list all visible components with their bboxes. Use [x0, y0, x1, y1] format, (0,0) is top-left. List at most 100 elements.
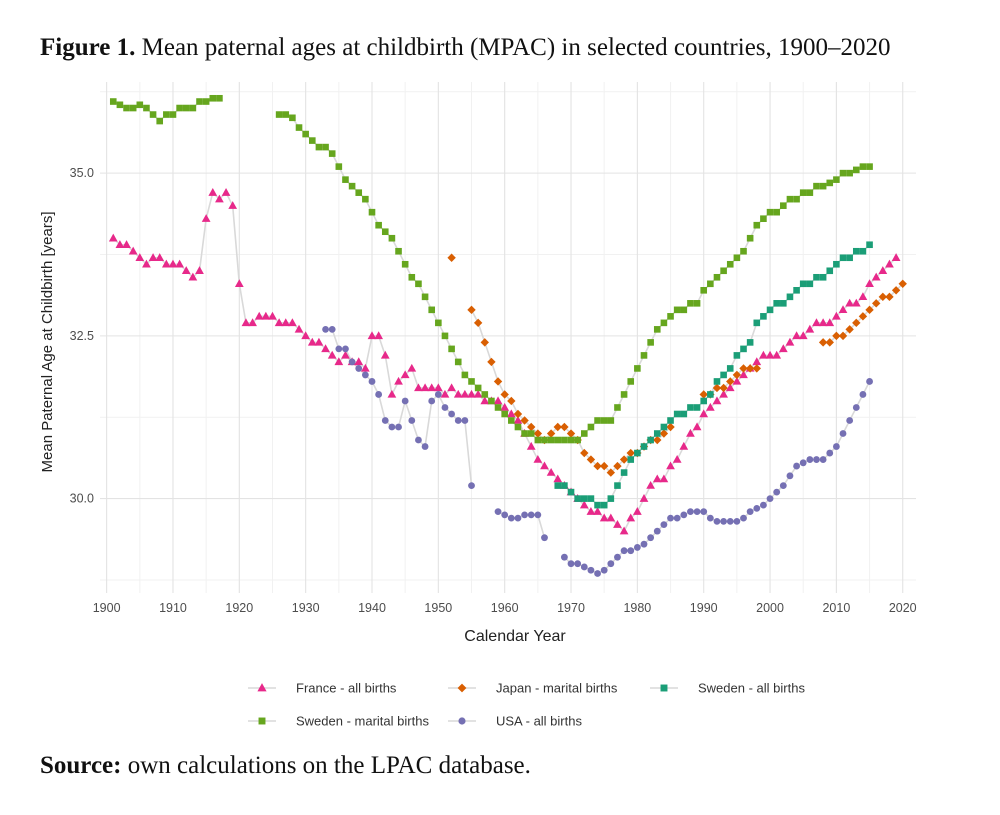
- data-point-sweden-all-births: [667, 417, 674, 424]
- data-point-sweden-all-births: [859, 247, 867, 255]
- data-point-france-all-births: [380, 350, 390, 359]
- data-point-france-all-births: [599, 513, 609, 522]
- data-point-usa-all-births: [448, 410, 456, 418]
- data-point-france-all-births: [672, 454, 682, 463]
- data-point-sweden-marital-births: [401, 260, 409, 268]
- data-point-usa-all-births: [501, 511, 509, 519]
- series-sweden-all-births: [554, 241, 873, 509]
- data-point-usa-all-births: [361, 371, 369, 379]
- data-point-sweden-all-births: [866, 241, 873, 249]
- data-point-france-all-births: [274, 318, 284, 327]
- legend-label: France - all births: [296, 681, 397, 696]
- data-point-france-all-births: [732, 376, 742, 385]
- data-point-sweden-all-births: [614, 482, 621, 489]
- data-point-japan-marital-births: [599, 461, 609, 471]
- figure-label: Figure 1.: [40, 34, 136, 61]
- data-point-sweden-marital-births: [733, 254, 741, 262]
- data-point-sweden-marital-births: [328, 150, 336, 157]
- data-point-sweden-marital-births: [773, 208, 780, 216]
- data-point-france-all-births: [394, 376, 403, 385]
- data-point-sweden-all-births: [760, 313, 767, 320]
- data-point-france-all-births: [506, 409, 516, 418]
- data-point-sweden-marital-births: [415, 280, 422, 288]
- data-point-usa-all-births: [766, 495, 774, 503]
- data-point-france-all-births: [321, 344, 330, 353]
- data-point-sweden-marital-births: [282, 111, 290, 118]
- data-point-france-all-births: [871, 272, 881, 281]
- data-point-france-all-births: [168, 259, 178, 268]
- data-point-france-all-births: [792, 331, 801, 340]
- data-point-sweden-marital-births: [799, 189, 807, 196]
- data-point-usa-all-births: [395, 423, 402, 431]
- data-point-sweden-all-births: [786, 293, 794, 301]
- data-point-sweden-marital-births: [169, 111, 177, 118]
- data-point-usa-all-births: [813, 456, 820, 463]
- chart: 1900 1910 1920 1930 1940 1950 1960 1970 1980 1990…: [39, 82, 917, 729]
- data-point-france-all-births: [307, 337, 317, 346]
- data-point-france-all-births: [619, 526, 629, 535]
- data-point-sweden-all-births: [740, 345, 747, 353]
- data-point-sweden-marital-births: [335, 163, 343, 170]
- data-point-sweden-all-births: [627, 456, 635, 463]
- data-point-usa-all-births: [753, 504, 761, 512]
- data-point-japan-marital-births: [626, 448, 635, 458]
- data-point-japan-marital-births: [553, 422, 562, 432]
- data-point-france-all-births: [752, 357, 762, 366]
- data-point-japan-marital-births: [825, 338, 834, 347]
- data-point-france-all-births: [367, 331, 377, 340]
- data-point-sweden-all-births: [607, 495, 615, 502]
- data-point-sweden-marital-births: [454, 358, 462, 366]
- data-point-sweden-all-births: [680, 410, 688, 418]
- data-point-france-all-births: [712, 396, 722, 405]
- series-usa-all-births: [322, 325, 873, 577]
- data-point-france-all-births: [778, 344, 788, 353]
- data-point-sweden-marital-births: [547, 436, 555, 444]
- data-point-france-all-births: [447, 383, 456, 392]
- data-point-japan-marital-births: [739, 364, 748, 373]
- data-point-sweden-marital-births: [368, 208, 376, 216]
- data-point-sweden-all-births: [780, 300, 787, 307]
- data-point-sweden-marital-births: [521, 430, 528, 437]
- data-point-usa-all-births: [494, 508, 502, 516]
- data-point-france-all-births: [851, 298, 861, 307]
- y-tick-label: 30.0: [70, 492, 94, 506]
- data-point-usa-all-births: [355, 365, 363, 372]
- data-point-japan-marital-births: [818, 338, 828, 347]
- data-point-sweden-all-births: [826, 267, 834, 275]
- legend-key-icon: [257, 683, 267, 692]
- data-point-sweden-marital-births: [567, 436, 575, 444]
- data-point-sweden-marital-births: [136, 101, 144, 109]
- x-tick-labels: 1900 1910 1920 1930 1940 1950 1960 1970 1980 1990…: [93, 601, 917, 615]
- data-point-france-all-births: [440, 389, 450, 398]
- data-point-sweden-marital-births: [295, 124, 303, 131]
- data-point-sweden-all-births: [713, 378, 721, 385]
- data-point-france-all-births: [798, 331, 808, 340]
- data-point-france-all-births: [825, 318, 835, 327]
- data-point-sweden-marital-births: [660, 319, 668, 327]
- data-point-sweden-marital-births: [348, 182, 356, 190]
- data-point-sweden-all-births: [819, 273, 827, 281]
- data-point-japan-marital-births: [699, 390, 708, 399]
- data-point-sweden-all-births: [799, 280, 807, 288]
- data-point-france-all-births: [314, 337, 324, 346]
- data-point-usa-all-births: [322, 325, 329, 333]
- y-axis-label: Mean Paternal Age at Childbirth [years]: [39, 212, 56, 473]
- data-point-france-all-births: [341, 350, 350, 359]
- data-point-usa-all-births: [541, 534, 548, 542]
- data-point-usa-all-births: [859, 391, 867, 398]
- data-point-japan-marital-births: [447, 253, 456, 262]
- data-point-france-all-births: [526, 441, 536, 450]
- data-point-sweden-all-births: [720, 371, 727, 379]
- data-point-france-all-births: [467, 389, 476, 398]
- data-point-japan-marital-births: [891, 286, 901, 295]
- data-point-sweden-marital-births: [275, 111, 283, 118]
- data-point-usa-all-births: [454, 417, 462, 424]
- data-point-france-all-births: [327, 350, 337, 359]
- data-point-sweden-marital-births: [209, 94, 217, 102]
- data-point-sweden-marital-births: [640, 352, 648, 359]
- data-point-japan-marital-births: [712, 383, 722, 393]
- data-point-sweden-all-births: [653, 430, 661, 437]
- data-point-france-all-births: [686, 428, 695, 437]
- data-point-france-all-births: [606, 513, 616, 522]
- source-note: Source: own calculations on the LPAC dat…: [40, 752, 531, 780]
